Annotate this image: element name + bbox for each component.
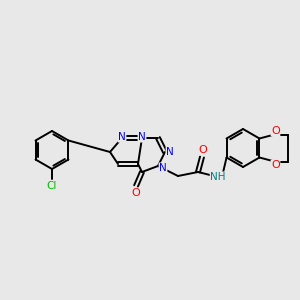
Text: N: N <box>138 132 146 142</box>
Text: O: O <box>271 125 280 136</box>
Text: O: O <box>199 145 207 155</box>
Text: N: N <box>159 163 167 173</box>
Text: N: N <box>166 147 174 157</box>
Text: Cl: Cl <box>47 181 57 191</box>
Text: O: O <box>271 160 280 170</box>
Text: O: O <box>132 188 140 198</box>
Text: NH: NH <box>210 172 226 182</box>
Text: N: N <box>118 132 126 142</box>
